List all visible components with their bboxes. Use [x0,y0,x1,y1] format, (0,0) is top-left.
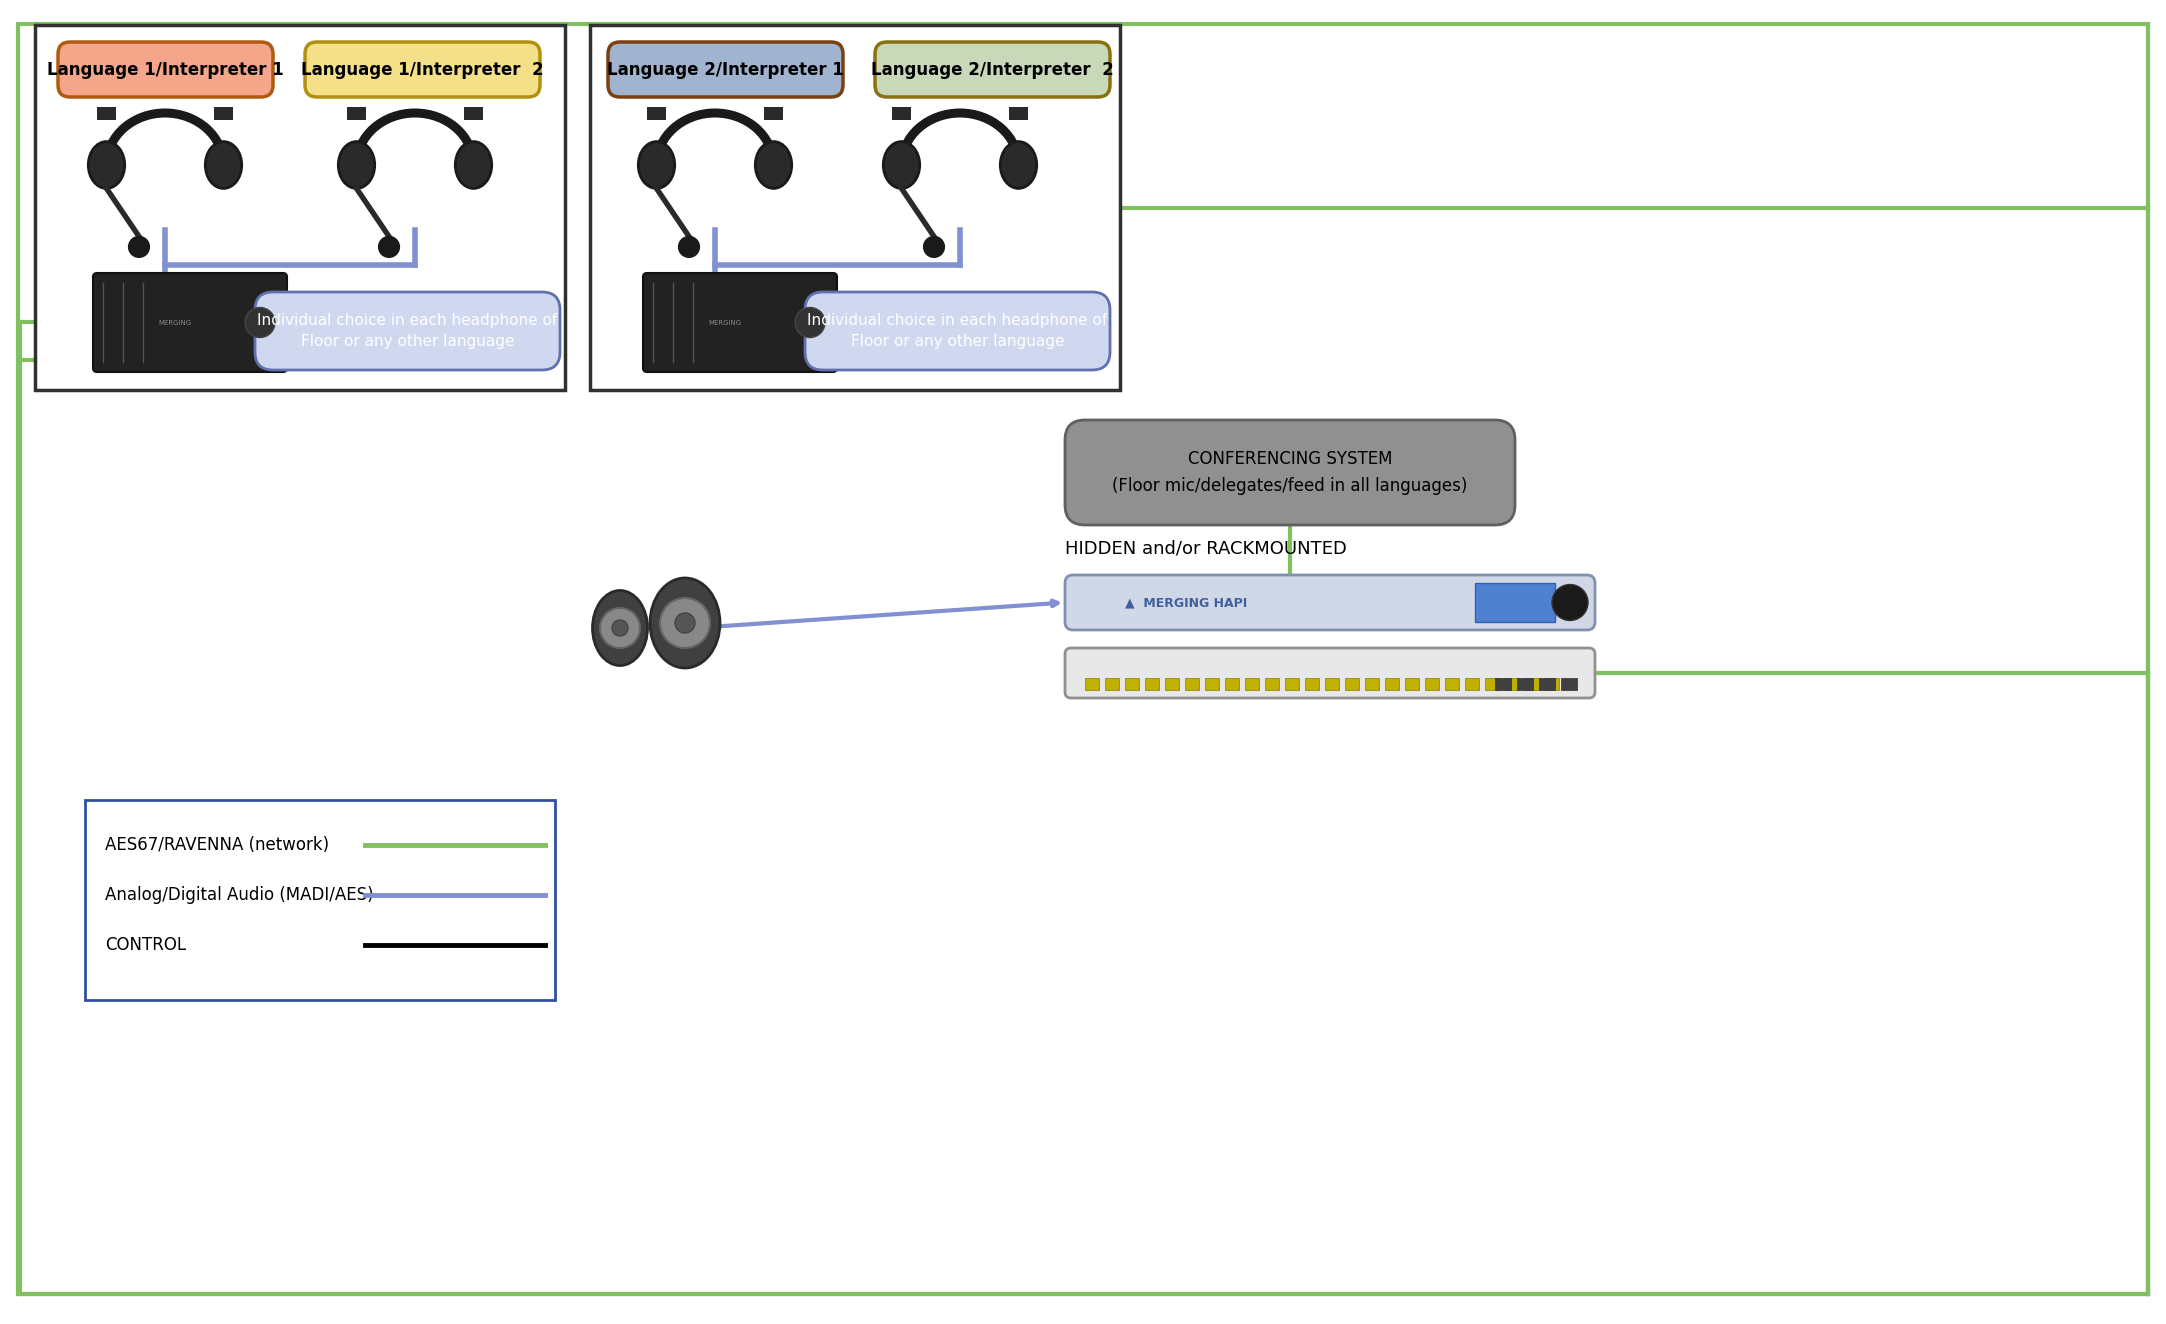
Bar [1265,678,1278,690]
FancyBboxPatch shape [1066,647,1594,698]
Bar [1105,678,1120,690]
Ellipse shape [593,591,648,666]
Bar [464,106,483,119]
Ellipse shape [89,142,126,188]
Bar [1304,678,1319,690]
FancyBboxPatch shape [93,273,288,372]
Bar [1486,678,1499,690]
Ellipse shape [1001,142,1038,188]
Bar [1009,106,1027,119]
Ellipse shape [650,579,719,669]
Bar [589,25,1120,391]
Text: MERGING: MERGING [158,319,191,326]
Bar [35,25,565,391]
Circle shape [128,237,149,257]
Bar [1540,678,1555,690]
Bar [1406,678,1419,690]
Circle shape [1553,584,1588,621]
Bar [1544,678,1560,690]
Bar [1384,678,1399,690]
Circle shape [379,237,399,257]
Text: AES67/RAVENNA (network): AES67/RAVENNA (network) [104,835,329,854]
FancyBboxPatch shape [1066,420,1514,526]
Text: MERGING: MERGING [708,319,741,326]
Bar [648,106,665,119]
FancyBboxPatch shape [609,42,843,97]
Bar [1495,678,1512,690]
FancyBboxPatch shape [806,293,1109,369]
Ellipse shape [455,142,492,188]
Text: Language 1/Interpreter  2: Language 1/Interpreter 2 [301,61,544,78]
Bar [1562,678,1577,690]
Bar [1425,678,1438,690]
Text: Language 2/Interpreter  2: Language 2/Interpreter 2 [871,61,1113,78]
Ellipse shape [884,142,921,188]
Bar [765,106,782,119]
Circle shape [600,608,639,647]
Circle shape [661,598,710,647]
Bar [1284,678,1300,690]
Bar [1525,678,1540,690]
Text: Language 2/Interpreter 1: Language 2/Interpreter 1 [606,61,845,78]
Bar [1505,678,1518,690]
FancyBboxPatch shape [875,42,1109,97]
Circle shape [923,237,944,257]
FancyBboxPatch shape [643,273,836,372]
Bar [1326,678,1339,690]
Bar [214,106,232,119]
Bar [1516,678,1534,690]
Text: ▲  MERGING HAPI: ▲ MERGING HAPI [1124,596,1248,609]
Circle shape [676,613,695,633]
Text: Language 1/Interpreter 1: Language 1/Interpreter 1 [48,61,284,78]
Bar [1226,678,1239,690]
FancyBboxPatch shape [256,293,561,369]
FancyBboxPatch shape [1066,575,1594,630]
Text: CONTROL: CONTROL [104,936,186,955]
Circle shape [245,307,275,338]
Text: HIDDEN and/or RACKMOUNTED: HIDDEN and/or RACKMOUNTED [1066,539,1347,557]
Bar [1245,678,1258,690]
Text: Individual choice in each headphone of
Floor or any other language: Individual choice in each headphone of F… [808,312,1107,350]
Bar [1365,678,1380,690]
Bar [84,800,554,1000]
Text: CONFERENCING SYSTEM
(Floor mic/delegates/feed in all languages): CONFERENCING SYSTEM (Floor mic/delegates… [1113,450,1469,495]
Ellipse shape [338,142,375,188]
FancyBboxPatch shape [305,42,539,97]
Bar [1124,678,1139,690]
Circle shape [795,307,825,338]
Bar [1085,678,1098,690]
Bar [892,106,910,119]
Bar [347,106,366,119]
Bar [1204,678,1219,690]
Bar [1464,678,1479,690]
Bar [1185,678,1200,690]
Bar [1475,583,1555,622]
Circle shape [613,620,628,636]
Ellipse shape [206,142,243,188]
FancyBboxPatch shape [58,42,273,97]
Bar [1146,678,1159,690]
Bar [97,106,115,119]
Bar [1345,678,1358,690]
Bar [1165,678,1178,690]
Circle shape [678,237,700,257]
Text: Individual choice in each headphone of
Floor or any other language: Individual choice in each headphone of F… [258,312,557,350]
Ellipse shape [756,142,793,188]
Bar [1445,678,1460,690]
Ellipse shape [639,142,674,188]
Text: Analog/Digital Audio (MADI/AES): Analog/Digital Audio (MADI/AES) [104,886,373,904]
